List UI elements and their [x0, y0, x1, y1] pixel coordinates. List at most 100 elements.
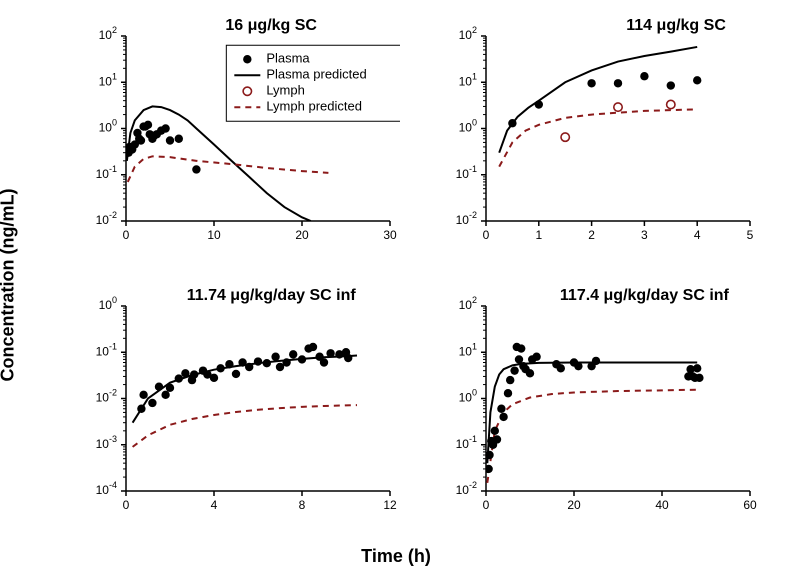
- svg-text:12: 12: [383, 498, 397, 512]
- panel-2: 0481210-410-310-210-110011.74 μg/kg/day …: [70, 280, 400, 525]
- svg-text:4: 4: [211, 498, 218, 512]
- svg-text:100: 100: [99, 295, 117, 312]
- svg-text:10-1: 10-1: [456, 164, 477, 181]
- lymph-predicted-line: [499, 109, 697, 166]
- plasma-point: [139, 391, 147, 399]
- plasma-point: [148, 399, 156, 407]
- plasma-point: [309, 343, 317, 351]
- plasma-point: [574, 362, 582, 370]
- plasma-point: [166, 384, 174, 392]
- plasma-point: [508, 119, 516, 127]
- plasma-predicted-line: [487, 363, 697, 464]
- panel-0: 010203010-210-110010110216 μg/kg SCPlasm…: [70, 10, 400, 255]
- plasma-point: [517, 344, 525, 352]
- svg-text:3: 3: [641, 228, 648, 242]
- svg-text:20: 20: [295, 228, 309, 242]
- plasma-point: [320, 358, 328, 366]
- svg-text:100: 100: [459, 388, 477, 405]
- legend: PlasmaPlasma predictedLymphLymph predict…: [226, 45, 400, 121]
- svg-text:40: 40: [655, 498, 669, 512]
- lymph-predicted-line: [133, 405, 357, 447]
- plasma-point: [155, 382, 163, 390]
- legend-label: Lymph predicted: [266, 99, 362, 114]
- legend-label: Plasma: [266, 51, 310, 66]
- plasma-point: [271, 353, 279, 361]
- plasma-point: [326, 349, 334, 357]
- panel-title: 16 μg/kg SC: [225, 17, 317, 34]
- plasma-predicted-line: [499, 47, 697, 153]
- chart-svg: 0 20 40 60 10-2 10-1 100 101 102 117.4 μg/kg/day …: [430, 280, 760, 525]
- svg-text:20: 20: [567, 498, 581, 512]
- plasma-point: [161, 124, 169, 132]
- lymph-predicted-line: [487, 390, 697, 483]
- plasma-point: [499, 413, 507, 421]
- panel-title: 11.74 μg/kg/day SC inf: [187, 287, 357, 304]
- plasma-point: [557, 364, 565, 372]
- svg-text:2: 2: [588, 228, 595, 242]
- plasma-point: [210, 374, 218, 382]
- plasma-point: [137, 136, 145, 144]
- plasma-point: [181, 369, 189, 377]
- plasma-point: [510, 366, 518, 374]
- svg-text:10-2: 10-2: [96, 210, 117, 227]
- panel-title: 114 μg/kg SC: [626, 17, 726, 34]
- plasma-point: [282, 358, 290, 366]
- svg-text:10-1: 10-1: [96, 342, 117, 359]
- svg-text:60: 60: [743, 498, 757, 512]
- plasma-point: [695, 374, 703, 382]
- x-axis-label: Time (h): [361, 546, 431, 567]
- plasma-point: [289, 350, 297, 358]
- plasma-point: [592, 357, 600, 365]
- plasma-point: [344, 354, 352, 362]
- lymph-point: [614, 103, 622, 111]
- plasma-point: [506, 376, 514, 384]
- plasma-point: [526, 369, 534, 377]
- plasma-point: [190, 370, 198, 378]
- plasma-point: [693, 364, 701, 372]
- plasma-point: [535, 100, 543, 108]
- plasma-point: [192, 165, 200, 173]
- plasma-point: [175, 135, 183, 143]
- svg-text:0: 0: [123, 498, 130, 512]
- legend-label: Lymph: [266, 83, 305, 98]
- svg-text:10-1: 10-1: [96, 164, 117, 181]
- figure: Concentration (ng/mL) Time (h) 010203010…: [0, 0, 792, 569]
- legend-label: Plasma predicted: [266, 67, 366, 82]
- panel-3: 0 20 40 60 10-2 10-1 100 101 102 117.4 μg/kg/day …: [430, 280, 760, 525]
- plasma-point: [485, 451, 493, 459]
- svg-text:0: 0: [483, 498, 490, 512]
- svg-text:101: 101: [459, 72, 477, 89]
- svg-text:4: 4: [694, 228, 701, 242]
- plasma-point: [532, 353, 540, 361]
- svg-text:30: 30: [383, 228, 397, 242]
- svg-text:10-2: 10-2: [456, 480, 477, 497]
- plasma-point: [232, 370, 240, 378]
- svg-text:10-1: 10-1: [456, 434, 477, 451]
- svg-text:10-3: 10-3: [96, 434, 117, 451]
- svg-text:5: 5: [747, 228, 754, 242]
- svg-text:8: 8: [299, 498, 306, 512]
- svg-text:10-2: 10-2: [96, 388, 117, 405]
- plasma-point: [263, 359, 271, 367]
- plasma-point: [298, 355, 306, 363]
- plasma-point: [640, 72, 648, 80]
- panel-title: 117.4 μg/kg/day SC inf: [560, 287, 730, 304]
- svg-text:102: 102: [459, 295, 477, 312]
- svg-text:102: 102: [459, 25, 477, 42]
- plasma-point: [216, 364, 224, 372]
- plasma-point: [693, 76, 701, 84]
- plasma-point: [166, 136, 174, 144]
- plasma-point: [504, 389, 512, 397]
- plasma-point: [587, 79, 595, 87]
- plasma-point: [144, 121, 152, 129]
- svg-text:1: 1: [535, 228, 542, 242]
- chart-svg: 010203010-210-110010110216 μg/kg SCPlasm…: [70, 10, 400, 255]
- lymph-point: [667, 100, 675, 108]
- lymph-point: [561, 133, 569, 141]
- plasma-point: [225, 360, 233, 368]
- svg-text:0: 0: [123, 228, 130, 242]
- plasma-point: [493, 435, 501, 443]
- svg-text:101: 101: [459, 342, 477, 359]
- plasma-point: [175, 374, 183, 382]
- y-axis-label: Concentration (ng/mL): [0, 188, 19, 381]
